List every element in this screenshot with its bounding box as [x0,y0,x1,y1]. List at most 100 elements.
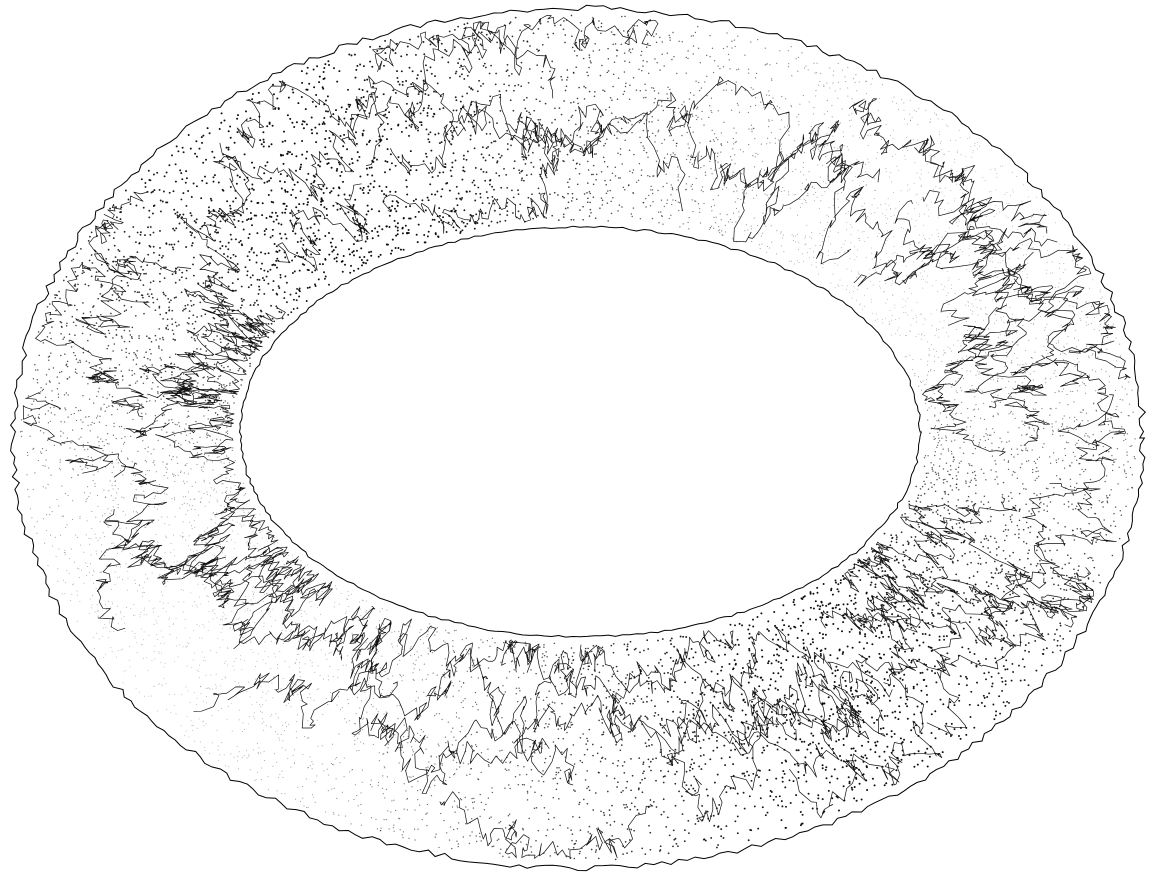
stipple-dot [776,105,778,107]
stipple-dot [864,240,866,242]
stipple-dot [1062,459,1064,462]
stipple-dot [255,513,257,515]
stipple-dot [206,363,209,366]
stipple-dot [710,670,713,673]
stipple-dot [184,496,187,498]
stipple-dot [136,231,139,234]
stipple-dot [180,725,182,727]
stipple-dot [203,453,205,456]
stipple-dot [616,55,618,57]
stipple-dot [19,431,22,433]
stipple-dot [716,679,719,682]
stipple-dot [593,153,596,155]
stipple-dot [138,335,140,337]
stipple-dot [652,192,654,195]
stipple-dot [926,205,928,207]
stipple-dot [140,611,142,613]
stipple-dot [953,459,955,461]
stipple-dot [524,720,527,722]
stipple-dot [919,586,921,589]
stipple-dot [427,630,429,632]
stipple-dot [196,606,198,608]
stipple-dot [114,480,116,482]
stipple-dot [897,109,899,110]
stipple-dot [189,456,191,459]
stipple-dot [907,542,910,544]
stipple-dot [1004,704,1007,707]
stipple-dot [216,546,218,548]
stipple-dot [610,200,612,203]
stipple-dot [300,237,303,240]
stipple-dot [860,276,862,278]
stipple-dot [157,439,159,442]
stipple-dot [994,322,996,324]
stipple-dot [816,72,818,74]
stipple-dot [357,738,359,740]
stipple-dot [610,644,613,647]
stipple-dot [468,667,470,669]
stipple-dot [499,820,502,823]
stipple-dot [775,777,778,780]
stipple-dot [896,536,898,538]
stipple-dot [600,197,603,199]
stipple-dot [444,736,447,738]
stipple-dot [487,758,489,761]
stipple-dot [342,664,344,666]
stipple-dot [382,93,385,96]
stipple-dot [296,720,298,723]
stipple-dot [168,191,171,194]
stipple-dot [299,168,301,171]
stipple-dot [147,446,149,448]
stipple-dot [1059,278,1061,280]
stipple-dot [547,726,549,728]
stipple-dot [391,643,393,645]
stipple-dot [228,462,231,464]
stipple-dot [154,658,156,660]
stipple-dot [831,593,834,596]
stipple-dot [426,235,429,238]
stipple-dot [1056,549,1058,552]
stipple-dot [963,170,965,172]
stipple-dot [464,796,466,799]
stipple-dot [295,663,297,665]
stipple-dot [691,183,694,186]
stipple-dot [1020,247,1022,249]
stipple-dot [341,791,344,793]
stipple-dot [348,595,350,596]
stipple-dot [740,672,743,674]
stipple-dot [732,137,735,140]
stipple-dot [543,726,546,729]
stipple-dot [538,742,540,744]
stipple-dot [471,744,473,747]
stipple-dot [913,713,916,716]
stipple-dot [353,53,356,56]
stipple-dot [728,756,731,759]
stipple-dot [913,765,916,768]
stipple-dot [837,264,839,266]
stipple-dot [307,767,309,769]
stipple-dot [317,164,320,167]
stipple-dot [473,110,476,113]
stipple-dot [1072,305,1074,307]
stipple-dot [1058,282,1060,284]
stipple-dot [962,378,965,380]
stipple-dot [198,677,200,679]
stipple-dot [281,211,284,214]
stipple-dot [966,472,969,474]
stipple-dot [282,154,284,157]
stipple-dot [660,100,663,103]
stipple-dot [634,647,637,650]
stipple-dot [717,844,720,846]
stipple-dot [936,329,937,331]
stipple-dot [993,216,995,218]
stipple-dot [102,615,104,617]
stipple-dot [948,473,950,476]
stipple-dot [172,475,174,477]
stipple-dot [153,204,156,207]
stipple-dot [1090,506,1093,509]
stipple-dot [271,317,274,320]
stipple-dot [193,629,194,631]
stipple-dot [876,766,879,769]
stipple-dot [997,483,999,485]
stipple-dot [1131,474,1133,476]
